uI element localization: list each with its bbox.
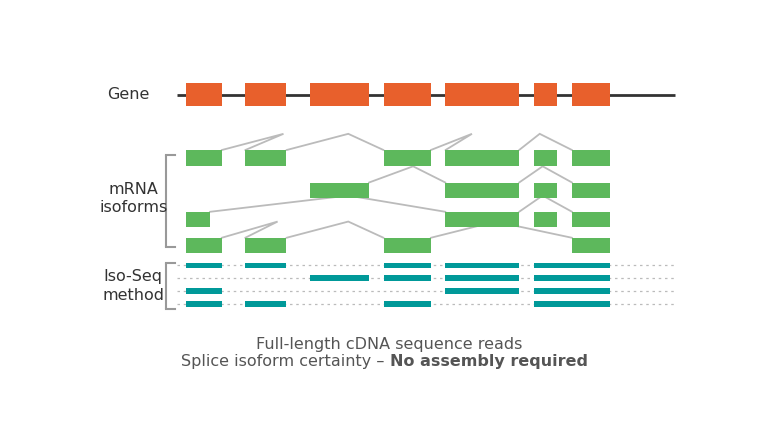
Bar: [534, 289, 610, 294]
Bar: [245, 150, 287, 166]
Bar: [384, 276, 431, 281]
Bar: [534, 150, 557, 166]
Bar: [186, 212, 210, 227]
Text: Gene: Gene: [106, 87, 149, 102]
Bar: [445, 212, 519, 227]
Bar: [310, 276, 369, 281]
Bar: [572, 212, 610, 227]
Bar: [445, 183, 519, 198]
Bar: [186, 301, 222, 307]
Bar: [384, 238, 431, 253]
Bar: [186, 150, 222, 166]
Bar: [445, 262, 519, 268]
Bar: [186, 262, 222, 268]
Bar: [245, 83, 287, 106]
Bar: [534, 183, 557, 198]
Bar: [245, 262, 287, 268]
Bar: [445, 150, 519, 166]
Bar: [310, 183, 369, 198]
Bar: [534, 83, 557, 106]
Bar: [245, 238, 287, 253]
Bar: [245, 301, 287, 307]
Text: No assembly required: No assembly required: [389, 354, 587, 369]
Bar: [445, 276, 519, 281]
Bar: [186, 238, 222, 253]
Bar: [572, 238, 610, 253]
Bar: [572, 83, 610, 106]
Bar: [572, 150, 610, 166]
Text: mRNA
isoforms: mRNA isoforms: [99, 182, 167, 215]
Bar: [534, 276, 610, 281]
Bar: [445, 83, 519, 106]
Bar: [186, 289, 222, 294]
Bar: [534, 212, 557, 227]
Bar: [384, 262, 431, 268]
Bar: [384, 83, 431, 106]
Bar: [445, 289, 519, 294]
Bar: [310, 83, 369, 106]
Text: Iso-Seq
method: Iso-Seq method: [103, 269, 164, 303]
Text: Splice isoform certainty –: Splice isoform certainty –: [181, 354, 389, 369]
Bar: [534, 301, 610, 307]
Bar: [534, 262, 610, 268]
Bar: [384, 150, 431, 166]
Bar: [186, 83, 222, 106]
Text: Full-length cDNA sequence reads: Full-length cDNA sequence reads: [256, 337, 523, 352]
Bar: [572, 183, 610, 198]
Bar: [384, 301, 431, 307]
